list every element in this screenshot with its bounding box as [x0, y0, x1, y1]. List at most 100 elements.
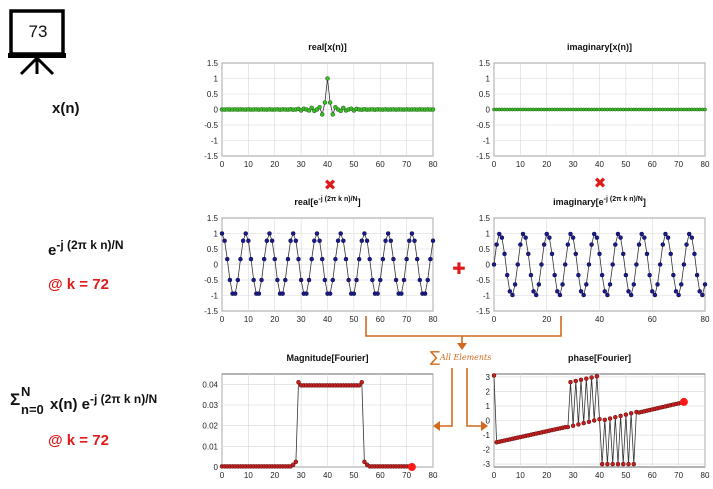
- y-tick-label: -1: [483, 137, 491, 146]
- data-point: [626, 289, 631, 294]
- data-point: [393, 277, 399, 283]
- y-tick-label: 1: [486, 230, 491, 239]
- data-point: [338, 231, 343, 236]
- data-point: [238, 256, 243, 262]
- x-tick-label: 60: [648, 160, 657, 169]
- data-point: [269, 238, 275, 244]
- x-tick-label: 50: [621, 160, 630, 169]
- data-point: [290, 231, 296, 236]
- data-point: [362, 231, 367, 236]
- x-tick-label: 0: [492, 160, 497, 169]
- data-point: [697, 289, 702, 294]
- data-point: [644, 251, 650, 257]
- chart-title: Magnitude[Fourier]: [287, 353, 369, 363]
- data-point: [668, 251, 673, 257]
- data-point: [663, 231, 668, 237]
- sum-note: All Elements: [439, 353, 491, 362]
- data-point: [370, 277, 375, 283]
- data-point: [502, 251, 507, 257]
- data-point: [388, 238, 394, 244]
- data-point: [557, 292, 563, 298]
- data-point: [272, 256, 277, 262]
- data-point: [568, 379, 573, 385]
- data-point: [589, 242, 594, 247]
- kernel-label: e-j (2π k n)/N: [48, 238, 124, 259]
- data-point: [240, 238, 246, 244]
- data-point: [335, 238, 341, 244]
- x-tick-label: 50: [621, 471, 630, 480]
- data-point: [639, 231, 644, 237]
- data-point: [288, 238, 293, 244]
- data-point: [549, 251, 555, 257]
- data-point: [686, 231, 692, 237]
- data-point: [631, 282, 637, 287]
- slide-number: 73: [28, 22, 48, 41]
- data-point: [591, 418, 597, 423]
- data-point: [354, 277, 359, 283]
- signal-label-text: x(n): [52, 100, 80, 117]
- data-point: [261, 256, 267, 262]
- x-tick-label: 20: [270, 160, 279, 169]
- x-tick-label: 40: [323, 160, 332, 169]
- data-point: [510, 292, 515, 298]
- data-point: [333, 256, 338, 262]
- data-point: [560, 282, 565, 287]
- chart-title-text: phase[Fourier]: [568, 353, 631, 363]
- data-point: [330, 277, 336, 283]
- y-tick-label: 0.04: [202, 380, 218, 389]
- data-point: [251, 277, 256, 283]
- x-tick-label: 80: [429, 315, 438, 324]
- projector-screen-icon: [8, 9, 66, 76]
- data-point: [330, 112, 336, 117]
- data-point: [504, 272, 510, 278]
- data-point: [293, 238, 299, 244]
- data-point: [642, 235, 647, 240]
- data-point: [576, 422, 581, 427]
- sum-expression: Σ N n=0 x(n) e-j (2π k n)/N: [10, 384, 190, 424]
- data-point: [296, 380, 301, 385]
- chart-title: phase[Fourier]: [568, 353, 631, 363]
- data-point: [346, 277, 351, 283]
- y-tick-label: -0.5: [476, 276, 490, 285]
- y-tick-label: 0: [214, 261, 219, 270]
- data-point: [430, 238, 436, 244]
- y-tick-label: 0: [214, 106, 219, 115]
- data-point: [494, 242, 499, 247]
- data-point: [304, 291, 309, 296]
- data-point: [636, 242, 642, 247]
- data-point: [362, 459, 367, 465]
- data-point: [533, 292, 539, 298]
- data-point: [544, 231, 549, 237]
- sum-upper-limit: N: [21, 384, 31, 399]
- data-point: [660, 242, 666, 247]
- data-point: [650, 289, 655, 294]
- x-tick-label: 30: [569, 471, 578, 480]
- x-tick-label: 60: [376, 471, 385, 480]
- y-tick-label: 0.02: [202, 422, 218, 431]
- data-point: [626, 461, 631, 467]
- data-point: [657, 262, 663, 267]
- kernel-base: e: [48, 242, 57, 259]
- sum-symbol: ∑: [430, 348, 440, 366]
- data-point: [314, 231, 320, 236]
- data-point: [232, 291, 238, 296]
- data-point: [613, 414, 618, 420]
- data-point: [306, 108, 312, 113]
- data-point: [259, 277, 264, 283]
- y-tick-label: -1: [483, 431, 491, 440]
- highlight-point: [679, 397, 688, 406]
- data-point: [507, 289, 513, 294]
- x-tick-label: 0: [492, 315, 497, 324]
- data-point: [565, 242, 571, 247]
- y-tick-label: -3: [483, 460, 491, 469]
- y-tick-label: -0.5: [476, 121, 490, 130]
- x-tick-label: 30: [297, 471, 306, 480]
- data-point: [618, 413, 623, 419]
- x-tick-label: 70: [402, 160, 411, 169]
- data-point: [428, 256, 433, 262]
- x-tick-label: 60: [648, 315, 657, 324]
- data-point: [285, 256, 291, 262]
- data-point: [356, 383, 362, 388]
- x-tick-label: 60: [648, 471, 657, 480]
- data-point: [309, 256, 314, 262]
